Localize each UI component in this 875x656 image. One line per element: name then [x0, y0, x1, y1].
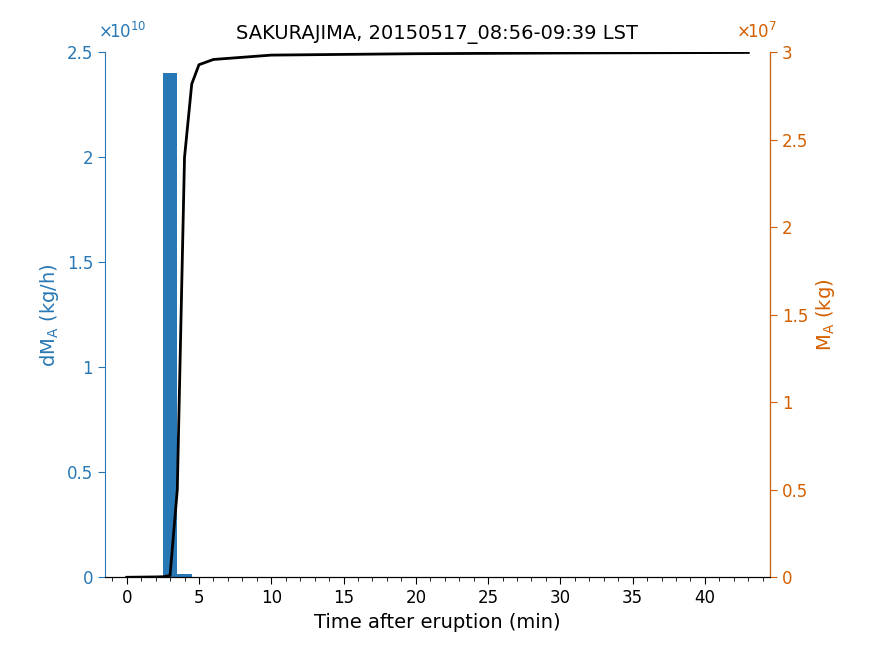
Title: SAKURAJIMA, 20150517_08:56-09:39 LST: SAKURAJIMA, 20150517_08:56-09:39 LST: [236, 24, 639, 43]
Bar: [178, 574, 192, 577]
Y-axis label: $\rm M_A$ (kg): $\rm M_A$ (kg): [814, 279, 836, 351]
Text: $\times\!10^{10}$: $\times\!10^{10}$: [98, 22, 147, 42]
Y-axis label: $\rm dM_A$ (kg/h): $\rm dM_A$ (kg/h): [38, 263, 61, 367]
Bar: [163, 73, 178, 577]
Text: $\times\!10^{7}$: $\times\!10^{7}$: [736, 22, 777, 42]
X-axis label: Time after eruption (min): Time after eruption (min): [314, 613, 561, 632]
